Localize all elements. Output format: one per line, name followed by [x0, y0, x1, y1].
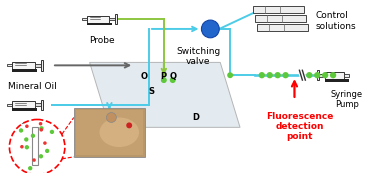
FancyBboxPatch shape — [34, 64, 41, 67]
Circle shape — [24, 137, 28, 142]
Circle shape — [25, 145, 29, 149]
Text: Fluorescence
detection
point: Fluorescence detection point — [266, 112, 333, 141]
Text: O: O — [141, 72, 147, 81]
Circle shape — [9, 120, 65, 174]
FancyBboxPatch shape — [115, 14, 117, 24]
Circle shape — [266, 72, 273, 78]
Text: Mineral Oil: Mineral Oil — [8, 82, 57, 91]
Circle shape — [170, 77, 176, 83]
Circle shape — [31, 134, 35, 138]
Text: Syringe
Pump: Syringe Pump — [331, 90, 363, 109]
FancyBboxPatch shape — [12, 62, 34, 69]
Circle shape — [32, 158, 36, 162]
FancyBboxPatch shape — [255, 15, 306, 22]
Circle shape — [39, 128, 43, 132]
Text: Q: Q — [169, 72, 176, 81]
FancyBboxPatch shape — [32, 127, 38, 165]
FancyBboxPatch shape — [87, 23, 112, 26]
FancyBboxPatch shape — [82, 18, 87, 20]
Polygon shape — [90, 62, 240, 127]
FancyBboxPatch shape — [12, 101, 34, 108]
Text: Switching
valve: Switching valve — [177, 47, 221, 66]
Circle shape — [330, 72, 336, 78]
Circle shape — [274, 72, 281, 78]
FancyBboxPatch shape — [109, 18, 115, 21]
Circle shape — [161, 77, 167, 83]
Text: Probe: Probe — [89, 36, 114, 45]
Text: S: S — [148, 87, 154, 96]
Circle shape — [39, 126, 43, 130]
FancyBboxPatch shape — [325, 79, 349, 82]
Text: P: P — [160, 72, 166, 81]
FancyBboxPatch shape — [317, 70, 319, 80]
Circle shape — [28, 166, 33, 170]
FancyBboxPatch shape — [344, 74, 349, 77]
FancyBboxPatch shape — [253, 6, 304, 13]
Circle shape — [126, 122, 132, 128]
FancyBboxPatch shape — [12, 108, 37, 111]
Circle shape — [43, 141, 47, 145]
Circle shape — [20, 145, 24, 149]
FancyBboxPatch shape — [34, 103, 41, 106]
FancyBboxPatch shape — [325, 72, 344, 79]
Circle shape — [39, 154, 43, 159]
Circle shape — [50, 130, 54, 134]
Circle shape — [25, 124, 29, 128]
Circle shape — [322, 72, 328, 78]
Circle shape — [19, 128, 23, 133]
Circle shape — [201, 20, 219, 38]
Text: D: D — [192, 113, 199, 122]
FancyBboxPatch shape — [41, 100, 43, 110]
FancyBboxPatch shape — [12, 69, 37, 72]
Circle shape — [282, 72, 289, 78]
Text: aCSF: aCSF — [21, 121, 43, 130]
FancyBboxPatch shape — [319, 74, 325, 77]
FancyBboxPatch shape — [87, 16, 109, 23]
FancyBboxPatch shape — [8, 104, 12, 106]
Circle shape — [227, 72, 233, 78]
FancyBboxPatch shape — [76, 110, 143, 155]
FancyBboxPatch shape — [8, 64, 12, 66]
Circle shape — [39, 122, 42, 125]
Text: Control
solutions: Control solutions — [315, 11, 356, 31]
Circle shape — [306, 72, 313, 78]
Circle shape — [259, 72, 265, 78]
Circle shape — [45, 149, 50, 153]
Circle shape — [107, 113, 116, 122]
Ellipse shape — [99, 117, 139, 147]
FancyBboxPatch shape — [41, 60, 43, 70]
FancyBboxPatch shape — [74, 108, 145, 157]
Circle shape — [314, 72, 321, 78]
FancyBboxPatch shape — [257, 24, 308, 31]
